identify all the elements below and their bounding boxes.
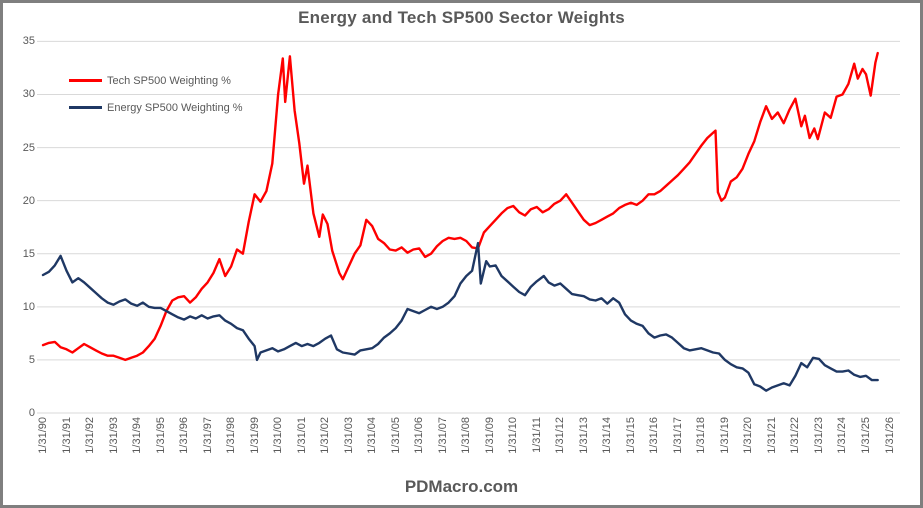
- x-tick-label: 1/31/13: [577, 417, 590, 454]
- x-tick-label: 1/31/99: [248, 417, 261, 454]
- y-tick-label: 15: [22, 247, 35, 260]
- legend-item-energy: Energy SP500 Weighting %: [69, 94, 243, 121]
- y-tick-label: 5: [28, 353, 35, 366]
- y-tick-label: 20: [22, 194, 35, 207]
- chart-svg: [37, 40, 900, 414]
- x-tick-label: 1/31/07: [436, 417, 449, 454]
- x-tick-label: 1/31/08: [460, 417, 473, 454]
- x-tick-label: 1/31/10: [507, 417, 520, 454]
- x-tick-label: 1/31/22: [789, 417, 802, 454]
- x-tick-label: 1/31/91: [60, 417, 73, 454]
- footer-brand: PDMacro.com: [404, 477, 519, 496]
- x-tick-label: 1/31/12: [554, 417, 567, 454]
- legend-item-tech: Tech SP500 Weighting %: [69, 67, 243, 94]
- x-tick-label: 1/31/96: [178, 417, 191, 454]
- chart-title: Energy and Tech SP500 Sector Weights: [298, 8, 625, 27]
- x-tick-label: 1/31/14: [601, 417, 614, 454]
- legend: Tech SP500 Weighting % Energy SP500 Weig…: [69, 67, 243, 121]
- energy-sp500-weighting-line: [41, 241, 879, 392]
- x-tick-label: 1/31/93: [107, 417, 120, 454]
- x-tick-label: 1/31/26: [883, 417, 896, 454]
- x-tick-label: 1/31/94: [131, 417, 144, 454]
- x-tick-label: 1/31/03: [342, 417, 355, 454]
- y-tick-label: 10: [22, 300, 35, 313]
- x-tick-label: 1/31/20: [742, 417, 755, 454]
- x-tick-label: 1/31/15: [624, 417, 637, 454]
- y-tick-label: 25: [22, 141, 35, 154]
- x-tick-label: 1/31/21: [765, 417, 778, 454]
- tech-sp500-weighting-line: [41, 51, 879, 362]
- x-tick-label: 1/31/02: [319, 417, 332, 454]
- x-tick-label: 1/31/01: [295, 417, 308, 454]
- y-tick-label: 35: [22, 35, 35, 48]
- x-tick-label: 1/31/11: [530, 417, 543, 453]
- x-tick-label: 1/31/92: [84, 417, 97, 454]
- x-tick-label: 1/31/09: [483, 417, 496, 454]
- x-tick-label: 1/31/98: [225, 417, 238, 454]
- x-tick-label: 1/31/24: [836, 417, 849, 454]
- x-tick-label: 1/31/04: [366, 417, 379, 454]
- legend-label-tech: Tech SP500 Weighting %: [107, 74, 231, 87]
- x-tick-label: 1/31/06: [413, 417, 426, 454]
- x-tick-label: 1/31/05: [389, 417, 402, 454]
- x-tick-label: 1/31/97: [201, 417, 214, 454]
- y-tick-label: 0: [28, 407, 35, 419]
- x-tick-label: 1/31/95: [154, 417, 167, 454]
- x-tick-label: 1/31/90: [37, 417, 49, 454]
- x-tick-label: 1/31/00: [272, 417, 285, 454]
- energy-line-swatch: [69, 106, 102, 109]
- y-tick-label: 30: [22, 88, 35, 101]
- x-tick-label: 1/31/19: [718, 417, 731, 454]
- x-tick-label: 1/31/23: [812, 417, 825, 454]
- x-tick-label: 1/31/25: [859, 417, 872, 454]
- tech-line-swatch: [69, 79, 102, 82]
- legend-label-energy: Energy SP500 Weighting %: [107, 101, 243, 114]
- x-tick-label: 1/31/18: [695, 417, 708, 454]
- x-tick-label: 1/31/16: [648, 417, 661, 454]
- x-tick-label: 1/31/17: [671, 417, 684, 454]
